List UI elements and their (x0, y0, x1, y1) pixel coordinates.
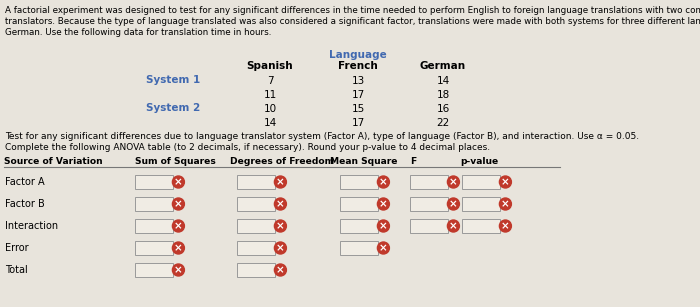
Circle shape (274, 242, 286, 254)
Text: ×: × (276, 265, 285, 275)
Text: 10: 10 (263, 104, 276, 114)
Text: ×: × (379, 177, 388, 187)
FancyBboxPatch shape (462, 219, 500, 233)
Circle shape (172, 176, 184, 188)
Circle shape (377, 220, 389, 232)
Text: ×: × (174, 199, 183, 209)
Text: Degrees of Freedom: Degrees of Freedom (230, 157, 334, 166)
FancyBboxPatch shape (340, 175, 378, 189)
Text: 16: 16 (436, 104, 449, 114)
Circle shape (172, 220, 184, 232)
FancyBboxPatch shape (340, 197, 378, 211)
Text: System 2: System 2 (146, 103, 200, 113)
Circle shape (447, 220, 459, 232)
Text: ×: × (276, 243, 285, 253)
FancyBboxPatch shape (237, 197, 275, 211)
Circle shape (172, 198, 184, 210)
Text: ×: × (379, 199, 388, 209)
Text: F: F (410, 157, 416, 166)
Text: Sum of Squares: Sum of Squares (135, 157, 216, 166)
Text: Source of Variation: Source of Variation (4, 157, 103, 166)
Text: ×: × (379, 221, 388, 231)
FancyBboxPatch shape (462, 197, 500, 211)
FancyBboxPatch shape (410, 197, 448, 211)
Circle shape (274, 220, 286, 232)
FancyBboxPatch shape (135, 175, 173, 189)
Text: A factorial experiment was designed to test for any significant differences in t: A factorial experiment was designed to t… (5, 6, 700, 15)
Text: translators. Because the type of language translated was also considered a signi: translators. Because the type of languag… (5, 17, 700, 26)
Text: Total: Total (5, 265, 28, 275)
Circle shape (172, 242, 184, 254)
FancyBboxPatch shape (135, 219, 173, 233)
Text: 17: 17 (351, 118, 365, 128)
Text: Factor A: Factor A (5, 177, 45, 187)
Text: ×: × (501, 221, 510, 231)
Text: 7: 7 (267, 76, 273, 86)
Text: ×: × (276, 221, 285, 231)
Text: 14: 14 (436, 76, 449, 86)
Text: ×: × (449, 221, 458, 231)
Text: Error: Error (5, 243, 29, 253)
Text: 11: 11 (263, 90, 276, 100)
Text: p-value: p-value (460, 157, 498, 166)
Circle shape (274, 264, 286, 276)
Text: ×: × (174, 265, 183, 275)
Text: ×: × (501, 177, 510, 187)
Circle shape (377, 242, 389, 254)
Text: ×: × (174, 177, 183, 187)
Text: ×: × (379, 243, 388, 253)
FancyBboxPatch shape (237, 263, 275, 277)
Text: ×: × (276, 177, 285, 187)
Text: Complete the following ANOVA table (to 2 decimals, if necessary). Round your p-v: Complete the following ANOVA table (to 2… (5, 143, 490, 152)
Circle shape (499, 198, 512, 210)
Text: German: German (420, 61, 466, 71)
Text: Language: Language (329, 50, 387, 60)
Text: French: French (338, 61, 378, 71)
Text: 17: 17 (351, 90, 365, 100)
Circle shape (447, 198, 459, 210)
Text: 15: 15 (351, 104, 365, 114)
FancyBboxPatch shape (410, 219, 448, 233)
FancyBboxPatch shape (135, 197, 173, 211)
Circle shape (172, 264, 184, 276)
Text: ×: × (174, 221, 183, 231)
Text: 13: 13 (351, 76, 365, 86)
FancyBboxPatch shape (410, 175, 448, 189)
Text: Test for any significant differences due to language translator system (Factor A: Test for any significant differences due… (5, 132, 639, 141)
Text: ×: × (501, 199, 510, 209)
Text: ×: × (276, 199, 285, 209)
FancyBboxPatch shape (237, 219, 275, 233)
Text: System 1: System 1 (146, 75, 200, 85)
Text: ×: × (449, 177, 458, 187)
FancyBboxPatch shape (135, 241, 173, 255)
FancyBboxPatch shape (237, 175, 275, 189)
Text: ×: × (174, 243, 183, 253)
FancyBboxPatch shape (135, 263, 173, 277)
FancyBboxPatch shape (340, 219, 378, 233)
Circle shape (499, 176, 512, 188)
FancyBboxPatch shape (237, 241, 275, 255)
Text: ×: × (449, 199, 458, 209)
FancyBboxPatch shape (462, 175, 500, 189)
Circle shape (377, 198, 389, 210)
Text: German. Use the following data for translation time in hours.: German. Use the following data for trans… (5, 28, 272, 37)
Circle shape (274, 176, 286, 188)
Circle shape (447, 176, 459, 188)
Circle shape (499, 220, 512, 232)
Text: Interaction: Interaction (5, 221, 58, 231)
Text: Factor B: Factor B (5, 199, 45, 209)
Text: Spanish: Spanish (246, 61, 293, 71)
Text: 18: 18 (436, 90, 449, 100)
Circle shape (377, 176, 389, 188)
Circle shape (274, 198, 286, 210)
Text: 14: 14 (263, 118, 276, 128)
Text: Mean Square: Mean Square (330, 157, 398, 166)
Text: 22: 22 (436, 118, 449, 128)
FancyBboxPatch shape (340, 241, 378, 255)
